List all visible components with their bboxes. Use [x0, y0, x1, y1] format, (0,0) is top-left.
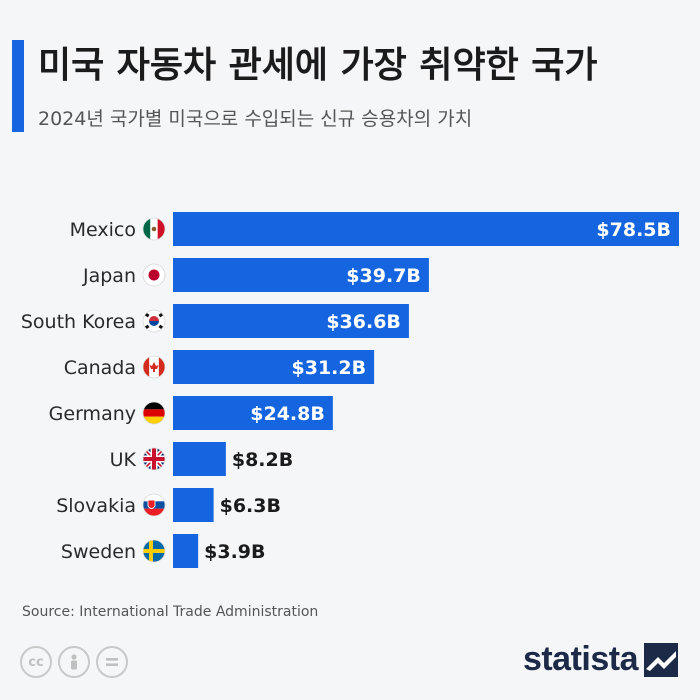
bar-chart: Mexico $78.5B Japan $39.7B South Korea $36.6B… [21, 212, 679, 568]
category-label: UK [110, 449, 137, 471]
category-label: South Korea [21, 311, 136, 333]
category-label: Japan [82, 265, 136, 287]
south-korea-flag-icon [142, 309, 166, 333]
statista-mark-icon [644, 642, 678, 677]
brand-name: statista [522, 640, 639, 678]
chart-subtitle: 2024년 국가별 미국으로 수입되는 신규 승용차의 가치 [38, 108, 473, 130]
bar [173, 212, 679, 246]
accent-bar [12, 40, 24, 132]
bar [173, 304, 409, 338]
chart-title: 미국 자동차 관세에 가장 취약한 국가 [38, 45, 598, 86]
category-label: Sweden [61, 541, 136, 563]
data-label: $39.7B [346, 265, 421, 287]
data-label: $6.3B [220, 495, 281, 517]
data-label: $36.6B [326, 311, 401, 333]
canada-flag-icon [142, 355, 166, 379]
statista-logo[interactable]: statista [523, 640, 678, 679]
category-label: Germany [49, 403, 136, 425]
cc-icon: cc [20, 646, 52, 678]
attribution-icon [58, 646, 90, 678]
source-note: Source: International Trade Administrati… [22, 604, 319, 620]
bar [173, 442, 226, 476]
bar [173, 488, 214, 522]
bar [173, 350, 375, 384]
bar [173, 396, 333, 430]
bar [173, 534, 199, 568]
category-label: Slovakia [56, 495, 136, 517]
japan-flag-icon [142, 263, 166, 287]
slovakia-flag-icon [142, 493, 166, 517]
category-label: Canada [64, 357, 136, 379]
category-label: Mexico [70, 219, 136, 241]
mexico-flag-icon [142, 217, 166, 241]
data-label: $31.2B [292, 357, 367, 379]
data-label: $3.9B [204, 541, 265, 563]
data-label: $8.2B [232, 449, 293, 471]
license-icons: cc [20, 646, 128, 678]
germany-flag-icon [142, 401, 166, 425]
data-label: $78.5B [596, 219, 671, 241]
sweden-flag-icon [142, 539, 166, 563]
data-label: $24.8B [250, 403, 325, 425]
bar [173, 258, 429, 292]
uk-flag-icon [142, 447, 166, 471]
no-derivatives-icon [96, 646, 128, 678]
